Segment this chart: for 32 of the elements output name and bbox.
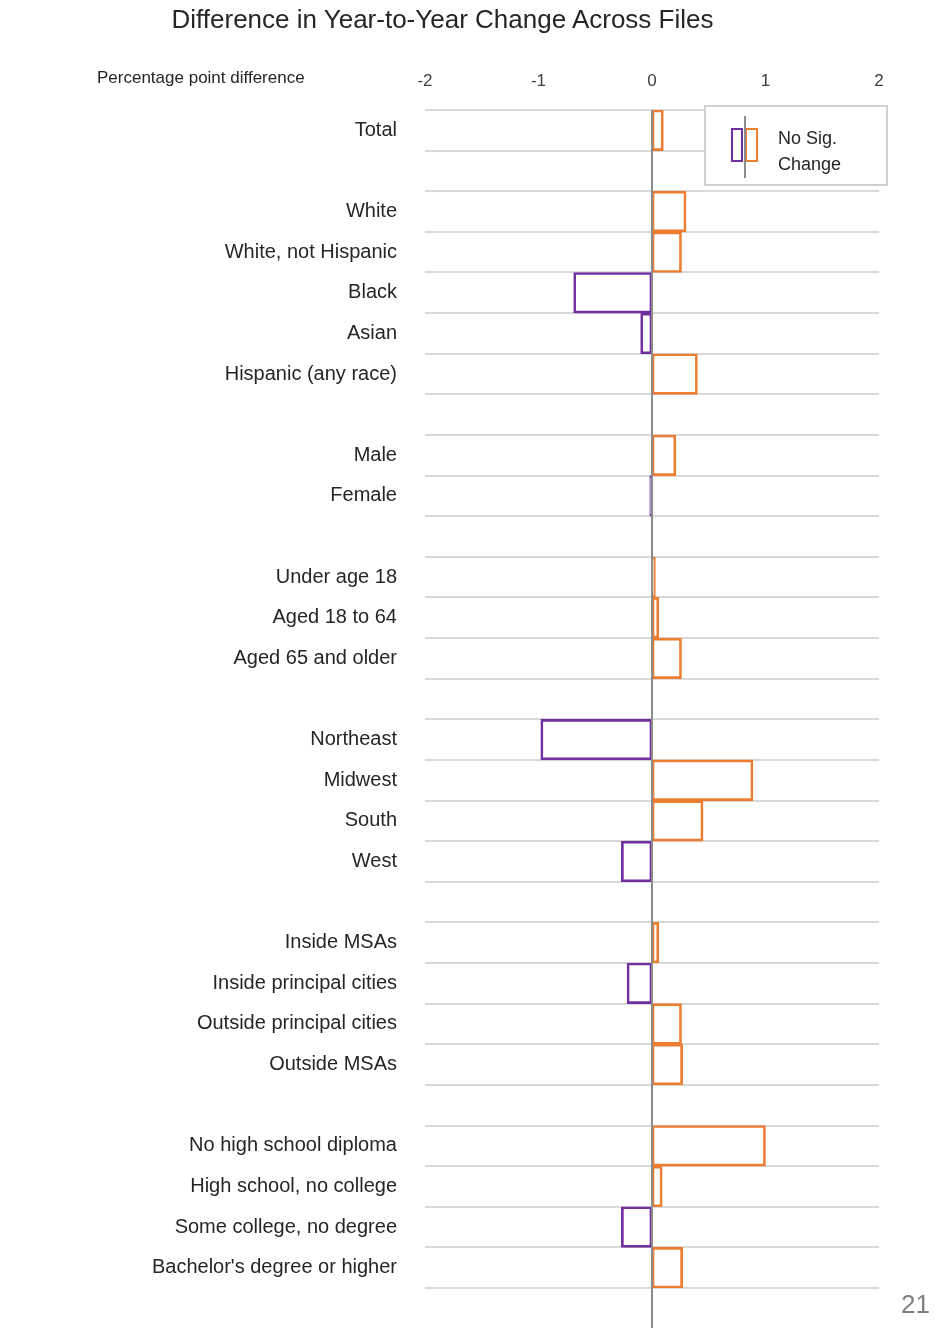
y-tick-label: High school, no college — [190, 1173, 397, 1196]
y-tick-label: Aged 65 and older — [233, 645, 398, 668]
y-tick-label: Outside principal cities — [196, 1011, 397, 1034]
y-tick-label: Inside principal cities — [212, 970, 397, 993]
x-axis-title: Percentage point difference — [97, 68, 305, 88]
y-tick-label: No high school diploma — [189, 1133, 398, 1156]
y-tick-label: Total — [354, 117, 397, 140]
x-tick-label: 1 — [760, 71, 771, 91]
y-tick-label: Outside MSAs — [269, 1052, 397, 1075]
y-tick-label: Male — [353, 442, 397, 465]
y-tick-label: Bachelor's degree or higher — [151, 1255, 398, 1278]
y-tick-label: Hispanic (any race) — [224, 361, 397, 384]
y-tick-label: Asian — [346, 320, 397, 343]
y-tick-label: White, not Hispanic — [224, 239, 397, 262]
y-tick-label: Female — [330, 483, 397, 506]
y-tick-label: Under age 18 — [275, 564, 397, 587]
y-tick-label: West — [351, 849, 398, 871]
x-tick-label: -1 — [530, 71, 547, 91]
y-tick-label: Inside MSAs — [284, 930, 397, 953]
x-tick-label: 2 — [874, 71, 884, 91]
x-tick-label: 0 — [647, 71, 657, 91]
y-tick-label: Aged 18 to 64 — [272, 605, 397, 628]
x-tick-label: -2 — [417, 71, 433, 91]
y-tick-label: White — [345, 199, 397, 222]
y-tick-label: Black — [348, 280, 398, 303]
y-tick-label: Some college, no degree — [174, 1214, 397, 1237]
chart-title: Difference in Year-to-Year Change Across Files — [170, 4, 715, 35]
text: 21 — [901, 1289, 930, 1320]
y-tick-label: Midwest — [323, 767, 398, 790]
y-tick-label: South — [344, 808, 397, 831]
legend-label: No Sig. Change — [778, 127, 843, 176]
y-tick-label: Northeast — [310, 727, 398, 750]
